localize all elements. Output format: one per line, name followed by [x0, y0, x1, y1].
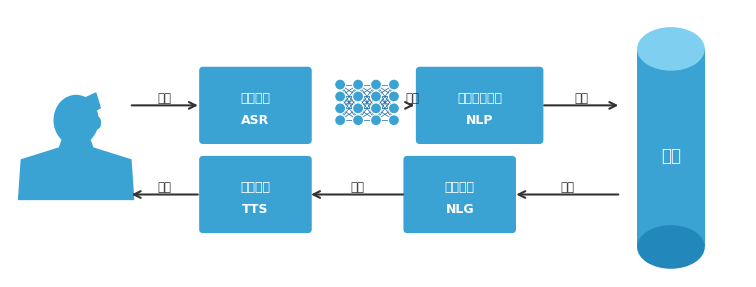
Text: 语音: 语音 — [158, 92, 172, 105]
Circle shape — [389, 115, 399, 126]
Text: 语音识别: 语音识别 — [240, 92, 271, 105]
Circle shape — [335, 79, 345, 90]
Circle shape — [389, 103, 399, 114]
Circle shape — [335, 115, 345, 126]
Text: NLG: NLG — [445, 203, 474, 216]
Circle shape — [370, 91, 382, 102]
Ellipse shape — [637, 27, 705, 71]
FancyBboxPatch shape — [199, 67, 311, 144]
Polygon shape — [19, 137, 134, 199]
Text: 语音: 语音 — [158, 181, 172, 194]
Polygon shape — [82, 93, 101, 113]
Circle shape — [352, 103, 364, 114]
FancyBboxPatch shape — [199, 156, 311, 233]
Circle shape — [389, 79, 399, 90]
Circle shape — [370, 115, 382, 126]
Polygon shape — [637, 49, 705, 247]
Text: ASR: ASR — [241, 114, 270, 127]
Circle shape — [370, 103, 382, 114]
Circle shape — [352, 91, 364, 102]
Circle shape — [352, 79, 364, 90]
Text: NLP: NLP — [466, 114, 494, 127]
Text: 语言生成: 语言生成 — [445, 181, 475, 194]
FancyBboxPatch shape — [416, 67, 544, 144]
Circle shape — [335, 103, 345, 114]
Ellipse shape — [94, 117, 101, 129]
Text: 处理: 处理 — [661, 147, 681, 165]
Text: 文本: 文本 — [405, 92, 420, 105]
Circle shape — [370, 79, 382, 90]
Text: 意图: 意图 — [575, 92, 588, 105]
FancyBboxPatch shape — [404, 156, 516, 233]
Text: 文本: 文本 — [350, 181, 364, 194]
Ellipse shape — [54, 96, 98, 145]
Text: 自然语言处理: 自然语言处理 — [457, 92, 502, 105]
Text: TTS: TTS — [242, 203, 268, 216]
Ellipse shape — [637, 225, 705, 269]
Circle shape — [389, 91, 399, 102]
Circle shape — [335, 91, 345, 102]
Text: 语音合成: 语音合成 — [240, 181, 271, 194]
Text: 回答: 回答 — [560, 181, 575, 194]
Circle shape — [352, 115, 364, 126]
